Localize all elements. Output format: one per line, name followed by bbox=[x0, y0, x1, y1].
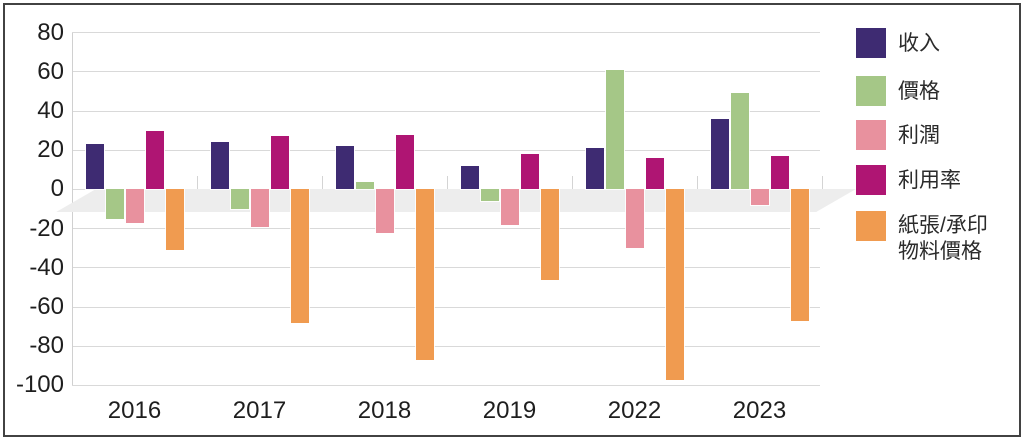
bar bbox=[354, 180, 375, 191]
bar bbox=[84, 143, 105, 191]
gridline bbox=[72, 384, 820, 386]
legend-swatch bbox=[856, 211, 886, 241]
x-axis-boundary-tick bbox=[697, 176, 698, 190]
legend-label: 紙張/承印 物料價格 bbox=[898, 214, 988, 263]
x-axis-boundary-tick bbox=[447, 176, 448, 190]
y-axis-tick-label: -20 bbox=[29, 214, 64, 242]
bar bbox=[209, 141, 230, 191]
bar bbox=[249, 188, 270, 228]
x-axis-boundary-tick bbox=[197, 176, 198, 190]
bar bbox=[519, 153, 540, 191]
bar bbox=[644, 157, 665, 191]
bar bbox=[479, 188, 500, 203]
legend-swatch bbox=[856, 165, 886, 195]
bar bbox=[164, 188, 185, 252]
bar bbox=[394, 133, 415, 191]
bar bbox=[124, 188, 145, 224]
x-axis-category-label: 2019 bbox=[482, 397, 537, 424]
y-axis-tick-label: -80 bbox=[29, 332, 64, 360]
gridline bbox=[72, 32, 820, 34]
y-axis-tick-label: 20 bbox=[37, 136, 64, 164]
bar bbox=[144, 129, 165, 191]
bar bbox=[104, 188, 125, 220]
bar bbox=[769, 155, 790, 191]
bar bbox=[414, 188, 435, 361]
gridline bbox=[72, 267, 820, 269]
bar bbox=[664, 188, 685, 381]
y-axis-tick-label: 60 bbox=[37, 57, 64, 85]
bar bbox=[624, 188, 645, 250]
gridline bbox=[72, 110, 820, 112]
x-axis-category-label: 2017 bbox=[232, 397, 287, 424]
gridline bbox=[72, 149, 820, 151]
gridline bbox=[72, 71, 820, 73]
gridline bbox=[72, 306, 820, 308]
x-axis-boundary-tick bbox=[322, 176, 323, 190]
legend-label: 收入 bbox=[898, 32, 940, 55]
y-axis-tick-label: 0 bbox=[50, 175, 64, 203]
bar bbox=[749, 188, 770, 207]
bar bbox=[789, 188, 810, 322]
x-axis-category-label: 2016 bbox=[107, 397, 162, 424]
x-axis-boundary-tick bbox=[822, 176, 823, 190]
y-axis-tick-label: -60 bbox=[29, 293, 64, 320]
y-axis-tick-label: 40 bbox=[37, 97, 64, 124]
y-axis-tick-label: -40 bbox=[29, 253, 64, 281]
bar bbox=[334, 145, 355, 191]
bar bbox=[729, 92, 750, 191]
bar bbox=[459, 164, 480, 191]
legend-label: 利用率 bbox=[898, 169, 961, 192]
bar bbox=[584, 147, 605, 191]
gridline bbox=[72, 228, 820, 230]
bar bbox=[229, 188, 250, 210]
legend-label: 價格 bbox=[898, 80, 940, 103]
gridline bbox=[72, 345, 820, 347]
legend-label: 利潤 bbox=[898, 124, 940, 147]
bar bbox=[374, 188, 395, 234]
legend-swatch bbox=[856, 76, 886, 106]
x-axis-category-label: 2023 bbox=[732, 397, 787, 424]
x-axis-category-label: 2018 bbox=[357, 397, 412, 424]
bar bbox=[604, 68, 625, 191]
y-axis-tick-label: 80 bbox=[37, 18, 64, 46]
legend-swatch bbox=[856, 120, 886, 150]
x-axis-boundary-tick bbox=[572, 176, 573, 190]
x-axis-category-label: 2022 bbox=[607, 397, 662, 424]
y-axis-tick-label: -100 bbox=[15, 371, 64, 399]
bar bbox=[499, 188, 520, 226]
legend-swatch bbox=[856, 28, 886, 58]
bar bbox=[289, 188, 310, 324]
bar bbox=[269, 135, 290, 191]
bar bbox=[539, 188, 560, 281]
bar bbox=[709, 117, 730, 191]
